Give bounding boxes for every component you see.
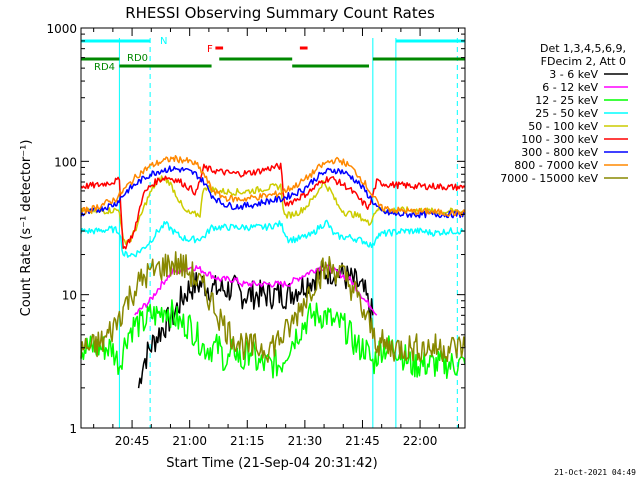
legend-label-8: 7000 - 15000 keV bbox=[500, 172, 598, 185]
annotation-n: N bbox=[160, 36, 167, 47]
legend-label-6: 300 - 800 keV bbox=[521, 146, 598, 159]
y-tick-label: 100 bbox=[54, 155, 77, 169]
series-line-5 bbox=[80, 162, 466, 250]
legend-label-1: 6 - 12 keV bbox=[542, 81, 598, 94]
y-axis-label: Count Rate (s⁻¹ detector⁻¹) bbox=[19, 140, 34, 317]
annotation-f: F bbox=[207, 44, 213, 55]
annotation-rd0: RD0 bbox=[127, 53, 148, 64]
x-axis-label: Start Time (21-Sep-04 20:31:42) bbox=[166, 456, 377, 471]
y-tick-label: 10 bbox=[62, 289, 77, 303]
legend: Det 1,3,4,5,6,9,FDecim 2, Att 03 - 6 keV… bbox=[500, 42, 628, 185]
y-tick-label: 1000 bbox=[46, 22, 77, 36]
legend-label-4: 50 - 100 keV bbox=[528, 120, 598, 133]
legend-label-5: 100 - 300 keV bbox=[521, 133, 598, 146]
plot-frame bbox=[80, 27, 466, 429]
x-tick-label: 21:30 bbox=[288, 434, 323, 448]
y-tick-label: 1 bbox=[69, 422, 77, 436]
x-tick-label: 21:15 bbox=[230, 434, 265, 448]
series-line-7 bbox=[80, 154, 466, 217]
legend-header: FDecim 2, Att 0 bbox=[541, 55, 626, 68]
legend-label-0: 3 - 6 keV bbox=[549, 68, 598, 81]
x-tick-label: 21:45 bbox=[345, 434, 380, 448]
legend-label-3: 25 - 50 keV bbox=[535, 107, 598, 120]
x-tick-label: 22:00 bbox=[403, 434, 438, 448]
footer-date: 21-Oct-2021 04:49 bbox=[554, 468, 636, 477]
x-tick-label: 20:45 bbox=[115, 434, 150, 448]
legend-label-2: 12 - 25 keV bbox=[535, 94, 598, 107]
series-line-3 bbox=[80, 219, 466, 258]
chart-title: RHESSI Observing Summary Count Rates bbox=[125, 4, 435, 22]
series-line-8 bbox=[80, 251, 466, 363]
x-tick-label: 21:00 bbox=[172, 434, 207, 448]
legend-label-7: 800 - 7000 keV bbox=[514, 159, 598, 172]
annotation-rd4: RD4 bbox=[94, 62, 115, 73]
legend-header: Det 1,3,4,5,6,9, bbox=[540, 42, 626, 55]
series-line-6 bbox=[80, 165, 466, 219]
